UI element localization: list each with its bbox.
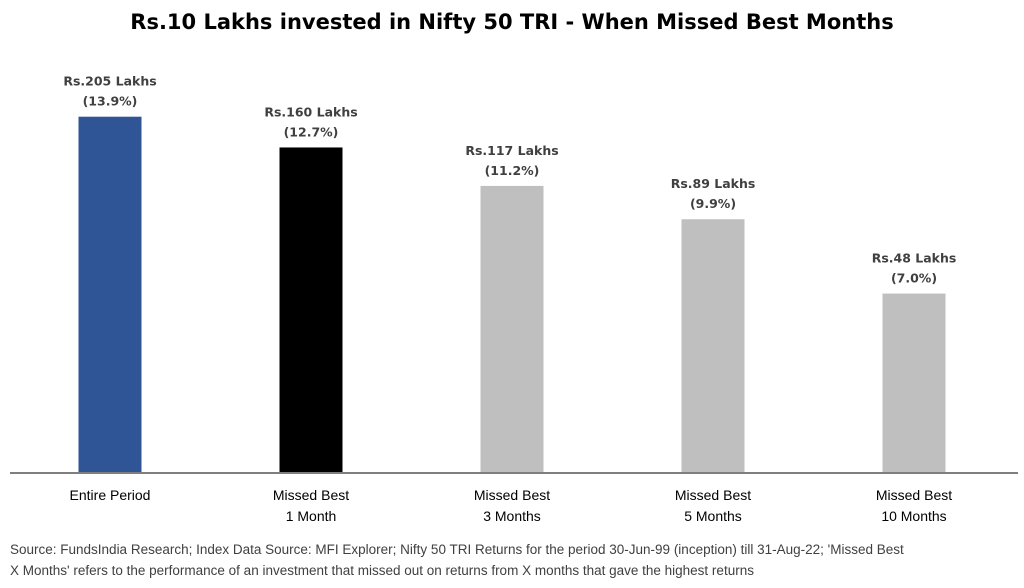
data-label-amount: Rs.160 Lakhs	[264, 104, 357, 119]
x-tick-label: Missed Best	[876, 487, 952, 503]
data-label-percent: (12.7%)	[284, 124, 339, 139]
data-label-percent: (11.2%)	[485, 163, 540, 178]
source-note-line-2: X Months' refers to the performance of a…	[10, 563, 754, 578]
bar-4	[882, 293, 946, 473]
data-label-percent: (13.9%)	[83, 94, 138, 109]
x-tick-label: 5 Months	[684, 508, 742, 524]
x-tick-label: 10 Months	[881, 508, 946, 524]
data-label-amount: Rs.48 Lakhs	[872, 251, 957, 266]
bar-2	[480, 185, 544, 474]
x-tick-label: Missed Best	[474, 487, 550, 503]
data-label-amount: Rs.117 Lakhs	[465, 143, 558, 158]
x-tick-label: 1 Month	[286, 508, 337, 524]
bar-1	[279, 147, 343, 473]
data-label-percent: (9.9%)	[690, 196, 736, 211]
source-note-line-1: Source: FundsIndia Research; Index Data …	[10, 542, 904, 557]
chart-title: Rs.10 Lakhs invested in Nifty 50 TRI - W…	[130, 10, 893, 34]
x-tick-label: Missed Best	[675, 487, 751, 503]
data-label-percent: (7.0%)	[891, 271, 937, 286]
x-tick-label: Missed Best	[273, 487, 349, 503]
x-tick-label: Entire Period	[70, 487, 151, 503]
x-tick-label: 3 Months	[483, 508, 541, 524]
data-label-amount: Rs.89 Lakhs	[671, 176, 756, 191]
data-label-amount: Rs.205 Lakhs	[63, 74, 156, 89]
bar-0	[78, 116, 142, 474]
bar-3	[681, 219, 745, 473]
